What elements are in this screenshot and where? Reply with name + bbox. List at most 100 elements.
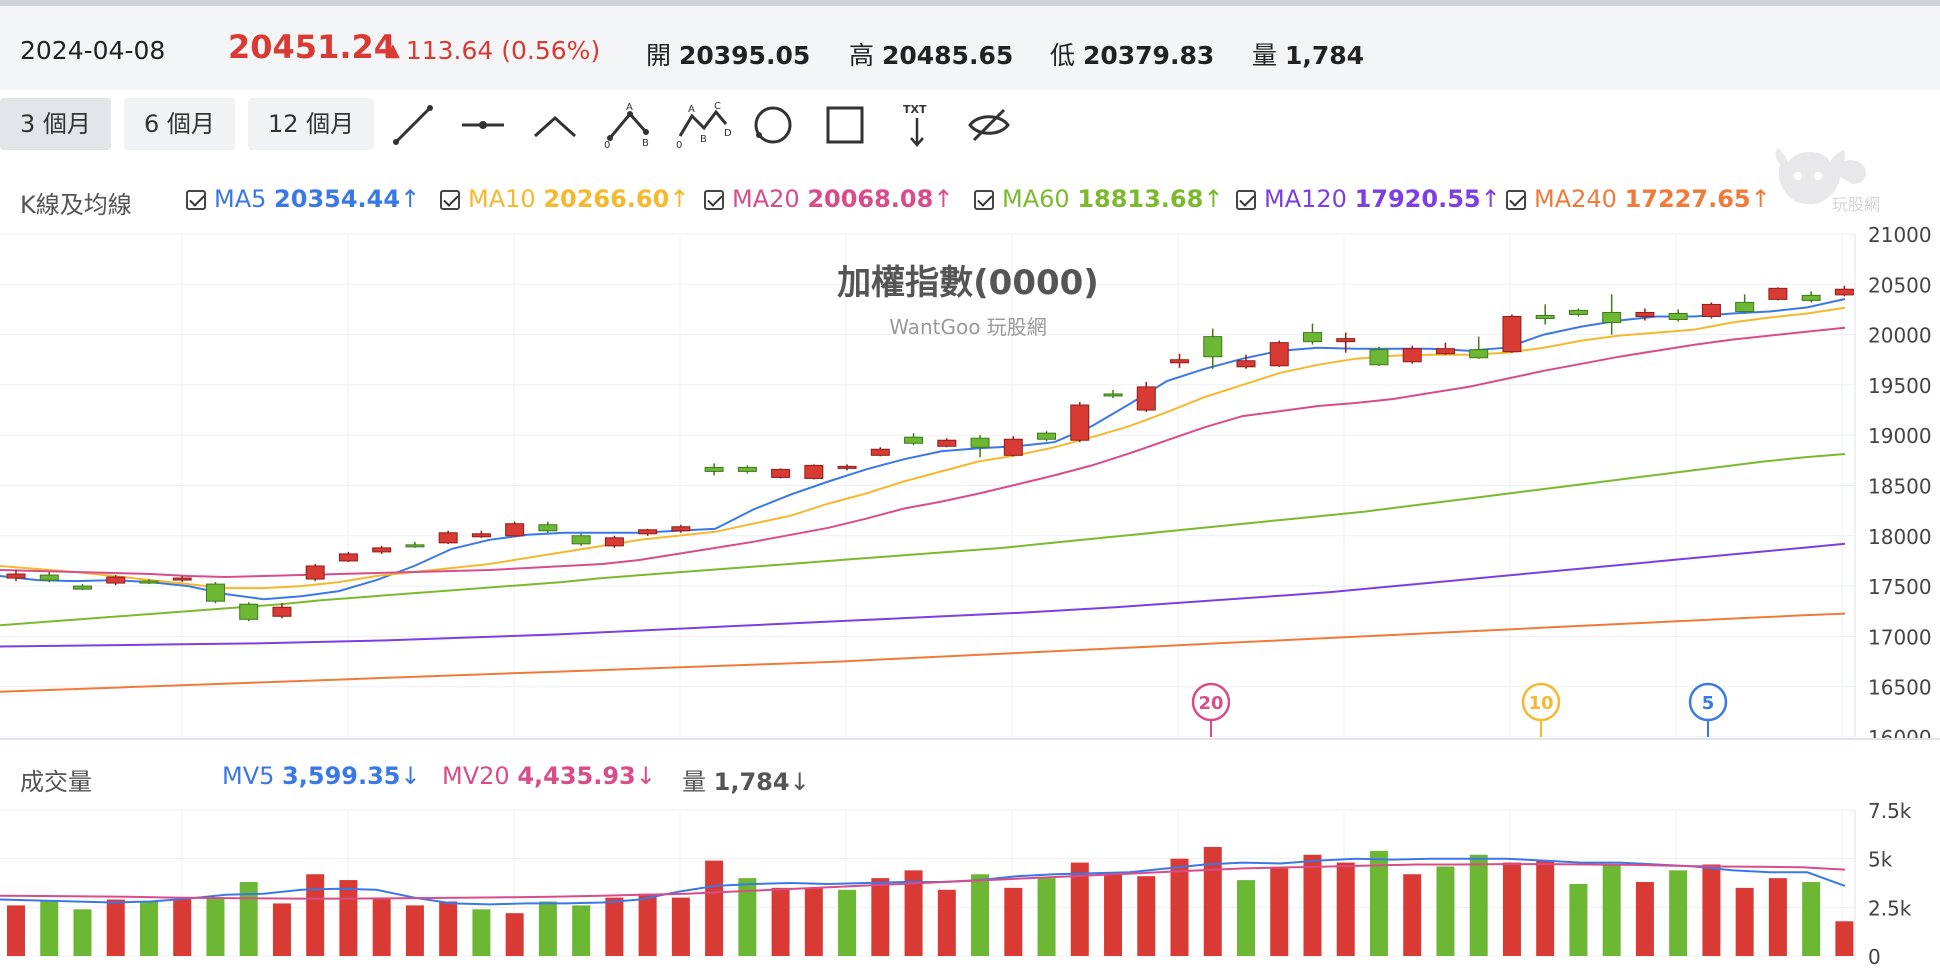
volume-bar xyxy=(971,874,990,956)
volume-bar xyxy=(1635,882,1654,956)
volume-axis-tick: 2.5k xyxy=(1868,896,1912,920)
ma10-toggle[interactable]: MA10 20266.60↑ xyxy=(440,185,689,213)
volume-line-mv20 xyxy=(0,863,1846,900)
text-arrow-tool-icon[interactable]: TXT xyxy=(894,102,940,148)
ma60-toggle[interactable]: MA60 18813.68↑ xyxy=(974,185,1223,213)
price-chart[interactable]: 21000 20500 20000 19500 19000 18500 18000 17500… xyxy=(0,222,1940,740)
volume-legend: 成交量 MV5 3,599.35↓ MV20 4,435.93↓ 量 1,784… xyxy=(0,758,1940,798)
ma-marker-circle xyxy=(1191,682,1231,722)
candle-body xyxy=(1502,315,1522,353)
price-axis-tick: 18500 xyxy=(1868,475,1932,499)
ma5-arrow-icon: ↑ xyxy=(400,185,421,213)
candle-body xyxy=(205,583,225,602)
volume-bar xyxy=(306,874,325,956)
candle-body xyxy=(1435,348,1455,355)
volume-axis-tick: 0 xyxy=(1868,945,1881,968)
quote-bar: 2024-04-08 20451.24 ▲ 113.64 (0.56%) 開 20… xyxy=(0,6,1940,90)
ma20-arrow-icon: ↑ xyxy=(933,185,954,213)
candle-body xyxy=(239,603,259,620)
volume-bar xyxy=(472,909,491,956)
range-6-months-button[interactable]: 6 個月 xyxy=(124,98,235,150)
volume-bar xyxy=(1536,860,1555,956)
volume-bar xyxy=(339,880,358,956)
ma5-toggle[interactable]: MA5 20354.44↑ xyxy=(186,185,420,213)
volume-bar xyxy=(206,897,225,956)
abcd-0-text: 0 xyxy=(676,140,682,148)
candle-body xyxy=(305,565,325,580)
candle-body xyxy=(1203,336,1223,358)
volume-bar xyxy=(1070,862,1089,956)
price-axis-tick: 17000 xyxy=(1868,625,1932,649)
candle-body xyxy=(172,577,192,581)
range-3-months-button[interactable]: 3 個月 xyxy=(0,98,111,150)
ma20-checkbox[interactable] xyxy=(704,190,724,210)
volume-bar xyxy=(1403,874,1422,956)
quote-date: 2024-04-08 xyxy=(20,36,166,65)
abcd-pattern-tool-icon[interactable]: A C 0 B D xyxy=(676,101,732,151)
range-12-months-button[interactable]: 12 個月 xyxy=(248,98,375,150)
ma5-checkbox[interactable] xyxy=(186,190,206,210)
candle-body xyxy=(737,466,757,472)
candle-body xyxy=(1170,359,1190,364)
volume-bar xyxy=(1170,858,1189,956)
ma20-value: 20068.08 xyxy=(807,185,934,213)
volume-bar xyxy=(1502,862,1521,956)
ma10-checkbox[interactable] xyxy=(440,190,460,210)
volume-bar xyxy=(804,887,823,956)
volume-bar xyxy=(139,901,158,956)
circle-tool-icon[interactable] xyxy=(750,102,796,148)
candle-body xyxy=(970,437,990,448)
ma20-label: MA20 xyxy=(732,185,800,213)
ma-marker-circle xyxy=(1688,682,1728,722)
rectangle-tool-icon[interactable] xyxy=(822,102,868,148)
volume-bar xyxy=(173,899,192,956)
ma120-toggle[interactable]: MA120 17920.55↑ xyxy=(1236,185,1501,213)
ma60-checkbox[interactable] xyxy=(974,190,994,210)
candle-body xyxy=(1302,332,1322,343)
volume-bar xyxy=(638,893,657,956)
vol-label: 量 xyxy=(682,768,706,796)
candle-body xyxy=(1037,432,1057,440)
volume-bar xyxy=(1669,870,1688,956)
price-axis-tick: 16500 xyxy=(1868,676,1932,700)
toolbar: 3 個月 6 個月 12 個月 A 0 B A C 0 B D TXT xyxy=(0,96,1940,158)
ma20-toggle[interactable]: MA20 20068.08↑ xyxy=(704,185,953,213)
quote-high: 高 20485.65 xyxy=(849,36,1013,72)
candle-body xyxy=(604,537,624,547)
quote-open: 開 20395.05 xyxy=(646,36,810,72)
volume-chart[interactable]: 7.5k 5k 2.5k 0 xyxy=(0,800,1940,968)
ma120-arrow-icon: ↑ xyxy=(1480,185,1501,213)
vol-legend: 量 1,784↓ xyxy=(682,762,810,797)
volume-axis-tick: 5k xyxy=(1868,848,1893,872)
candle-body xyxy=(571,535,591,545)
volume-bar xyxy=(738,878,757,956)
angle-tool-icon[interactable] xyxy=(532,102,578,148)
candle-body xyxy=(1003,438,1023,456)
mv20-legend: MV20 4,435.93↓ xyxy=(442,762,656,790)
ma-legend: K線及均線 MA5 20354.44↑ MA10 20266.60↑ MA20 … xyxy=(0,176,1940,222)
ma240-value: 17227.65 xyxy=(1624,185,1751,213)
ma240-toggle[interactable]: MA240 17227.65↑ xyxy=(1506,185,1771,213)
chart-watermark-subtitle: WantGoo 玩股網 xyxy=(889,315,1047,339)
wantgoo-logo: 玩股網 xyxy=(1766,146,1886,216)
candle-body xyxy=(106,576,126,584)
volume-bar xyxy=(871,878,890,956)
volume-bar xyxy=(937,889,956,956)
line-tool-icon[interactable] xyxy=(390,102,436,148)
volume-bar xyxy=(1037,878,1056,956)
candle-body xyxy=(837,465,857,469)
volume-bar xyxy=(1835,921,1854,956)
ma240-label: MA240 xyxy=(1534,185,1617,213)
horizontal-line-tool-icon[interactable] xyxy=(460,102,506,148)
candle-body xyxy=(1070,404,1090,441)
price-axis-tick: 19500 xyxy=(1868,374,1932,398)
ma240-checkbox[interactable] xyxy=(1506,190,1526,210)
ma120-checkbox[interactable] xyxy=(1236,190,1256,210)
candle-body xyxy=(338,553,358,562)
volume-bar xyxy=(505,913,524,956)
candle-body xyxy=(870,448,890,456)
chart-watermark-title: 加權指數(0000) xyxy=(837,263,1099,303)
mv20-label: MV20 xyxy=(442,762,510,790)
abc-pattern-tool-icon[interactable]: A 0 B xyxy=(604,102,656,151)
hide-eye-icon[interactable] xyxy=(966,102,1012,148)
